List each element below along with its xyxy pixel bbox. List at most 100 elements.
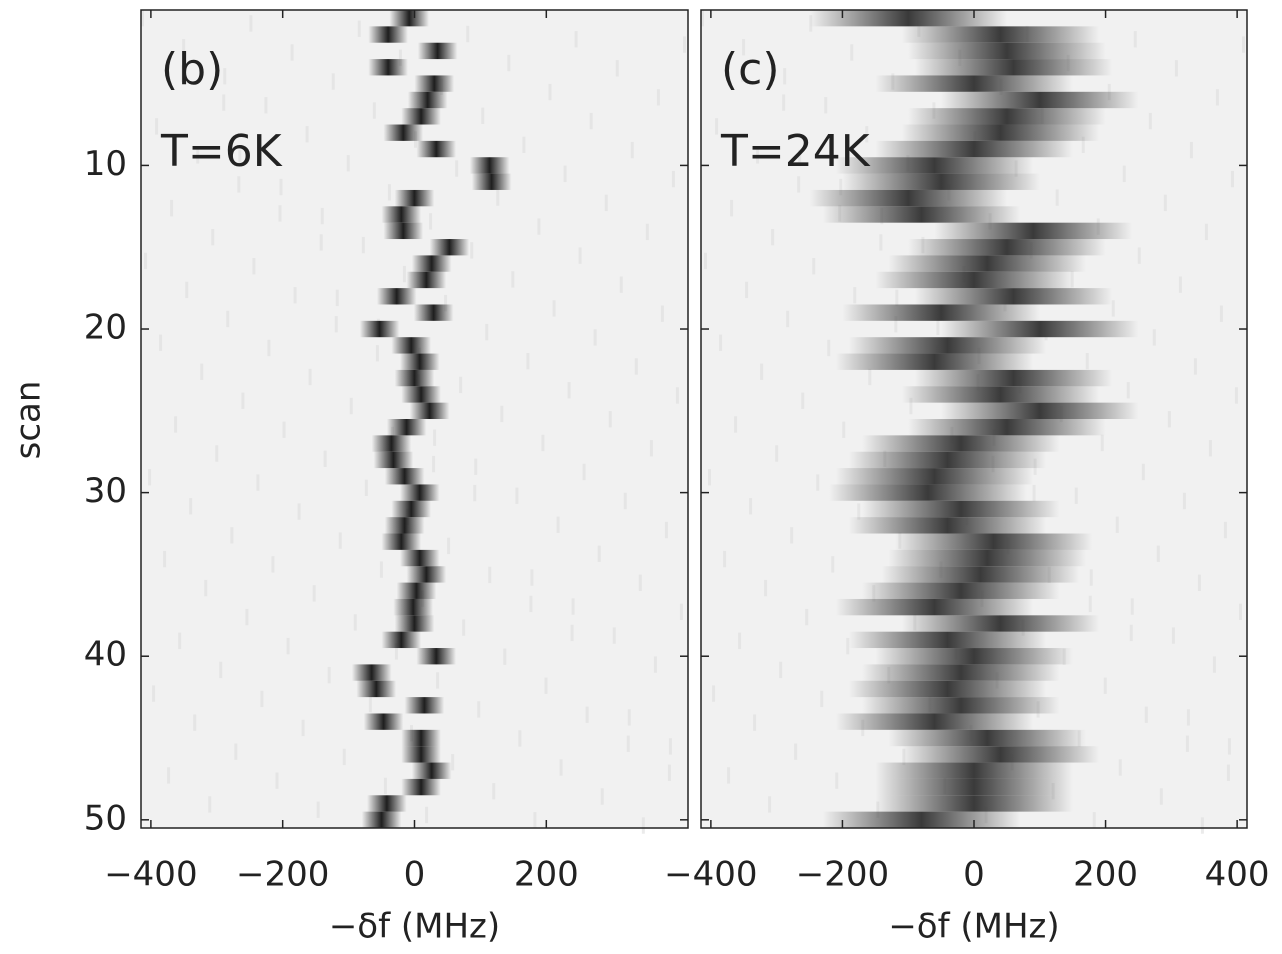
noise bbox=[671, 170, 675, 188]
noise bbox=[1032, 484, 1036, 502]
noise bbox=[1092, 812, 1096, 829]
noise bbox=[857, 503, 861, 520]
x-tick-label: −400 bbox=[104, 855, 197, 895]
noise bbox=[1085, 352, 1089, 370]
noise bbox=[571, 598, 575, 615]
noise bbox=[1212, 656, 1216, 673]
noise bbox=[1182, 492, 1186, 510]
x-tick-label: 0 bbox=[963, 855, 985, 895]
noise bbox=[1144, 706, 1148, 723]
noise bbox=[200, 363, 204, 380]
peak bbox=[384, 468, 425, 485]
noise bbox=[466, 25, 470, 43]
noise bbox=[518, 730, 522, 747]
noise bbox=[1204, 223, 1208, 241]
noise bbox=[600, 788, 604, 805]
peak bbox=[809, 189, 1007, 207]
noise bbox=[226, 310, 230, 328]
noise bbox=[189, 498, 193, 515]
peak bbox=[381, 206, 422, 223]
noise bbox=[436, 672, 440, 689]
noise bbox=[559, 759, 563, 776]
noise bbox=[155, 118, 159, 135]
noise bbox=[167, 767, 171, 784]
annotation: (c) bbox=[721, 44, 780, 95]
y-tick-label: 10 bbox=[84, 144, 127, 184]
noise bbox=[1223, 521, 1227, 539]
peak bbox=[469, 157, 510, 174]
noise bbox=[305, 126, 309, 143]
peak bbox=[895, 533, 1093, 550]
noise bbox=[790, 527, 794, 544]
peak bbox=[411, 255, 452, 272]
peak bbox=[862, 435, 1060, 452]
peak bbox=[361, 811, 402, 828]
noise bbox=[675, 387, 679, 404]
peak bbox=[835, 353, 1034, 370]
noise bbox=[1189, 141, 1193, 159]
noise bbox=[429, 213, 433, 230]
peak bbox=[881, 566, 1080, 583]
peak bbox=[875, 795, 1073, 812]
noise bbox=[745, 281, 749, 299]
noise bbox=[223, 68, 227, 85]
peak bbox=[842, 304, 1040, 321]
x-tick-label: 200 bbox=[1073, 855, 1138, 895]
noise bbox=[500, 405, 504, 423]
noise bbox=[846, 637, 850, 655]
peak bbox=[401, 778, 441, 796]
noise bbox=[1185, 735, 1189, 752]
noise bbox=[338, 532, 342, 549]
peak bbox=[407, 91, 448, 109]
noise bbox=[368, 695, 372, 713]
noise bbox=[768, 796, 772, 813]
peak bbox=[822, 206, 1021, 223]
noise bbox=[174, 416, 178, 433]
noise bbox=[529, 595, 533, 613]
peak bbox=[394, 189, 435, 207]
noise bbox=[1133, 31, 1137, 48]
peak bbox=[862, 697, 1060, 714]
noise bbox=[704, 252, 708, 270]
annotation: T=6K bbox=[160, 126, 283, 177]
noise bbox=[433, 429, 437, 446]
noise bbox=[764, 579, 768, 597]
noise bbox=[402, 265, 406, 283]
peak bbox=[862, 582, 1060, 599]
noise bbox=[742, 39, 746, 56]
noise bbox=[1126, 382, 1130, 399]
noise bbox=[432, 455, 436, 473]
noise bbox=[474, 458, 478, 475]
noise bbox=[1055, 189, 1059, 206]
noise bbox=[312, 585, 316, 602]
noise bbox=[835, 772, 839, 789]
noise bbox=[1129, 624, 1133, 642]
noise bbox=[638, 574, 642, 591]
noise bbox=[425, 806, 429, 824]
noise bbox=[589, 112, 593, 130]
peak bbox=[391, 337, 431, 354]
noise bbox=[627, 709, 631, 726]
peak bbox=[413, 304, 454, 321]
peak bbox=[391, 500, 431, 518]
noise bbox=[660, 305, 664, 322]
peak bbox=[367, 795, 407, 812]
noise bbox=[1163, 194, 1167, 212]
peak bbox=[908, 419, 1106, 436]
noise bbox=[760, 363, 764, 380]
noise bbox=[342, 748, 346, 766]
noise bbox=[290, 44, 294, 61]
noise bbox=[1241, 36, 1245, 53]
noise bbox=[1215, 89, 1219, 106]
peak bbox=[401, 729, 441, 747]
noise bbox=[541, 434, 545, 452]
noise bbox=[241, 392, 245, 409]
x-tick-label: 0 bbox=[404, 855, 426, 895]
noise bbox=[170, 199, 174, 217]
noise bbox=[563, 165, 567, 183]
x-axis-label: −δf (MHz) bbox=[329, 907, 500, 947]
noise bbox=[1103, 677, 1107, 694]
noise bbox=[656, 89, 660, 106]
noise bbox=[1111, 300, 1115, 317]
peak bbox=[822, 811, 1021, 828]
